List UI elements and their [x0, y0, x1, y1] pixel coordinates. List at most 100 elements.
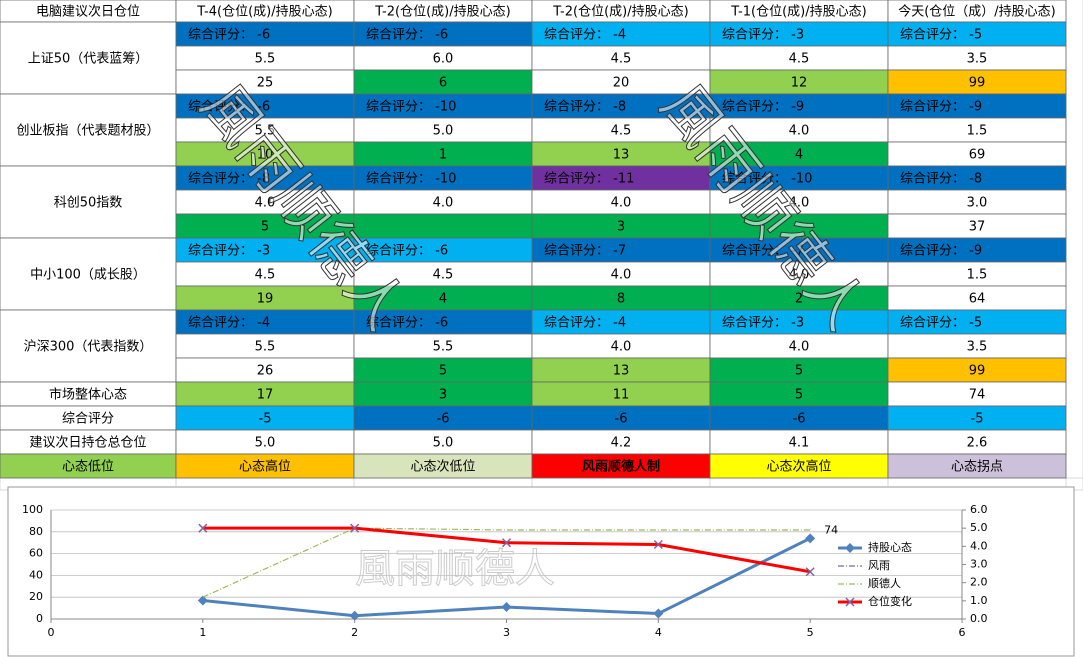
score-cell [353, 237, 533, 263]
legend-key: 心态次低位 [410, 459, 475, 475]
y2-tick-label: 6.0 [970, 503, 988, 516]
position: 4.0 [789, 340, 810, 355]
mood: 13 [613, 364, 630, 379]
mood-cell [531, 213, 711, 239]
score: 综合评分： -8 [900, 172, 982, 187]
chart-frame [7, 486, 1075, 657]
legend-label: 风雨 [868, 559, 890, 572]
x-tick-label: 2 [351, 626, 358, 639]
score: 综合评分： -9 [900, 100, 982, 115]
summary-value: 4.2 [611, 436, 632, 451]
summary-value-cell [175, 405, 355, 431]
score-cell [709, 237, 889, 263]
group-label: 中小100（成长股） [30, 268, 146, 283]
summary-label: 综合评分 [62, 412, 114, 427]
legend-key: 心态高位 [239, 459, 291, 475]
mood: 69 [969, 148, 986, 163]
mood: 5 [795, 364, 803, 379]
mood: 99 [969, 76, 986, 91]
score: 综合评分： -6 [366, 28, 448, 43]
y-tick-label: 40 [29, 568, 43, 581]
score: 综合评分： -4 [544, 316, 626, 331]
summary-value: 2.6 [967, 436, 988, 451]
header: 电脑建议次日仓位 [36, 4, 140, 20]
score: 综合评分： -7 [544, 244, 626, 259]
point-marker [501, 602, 512, 613]
score-cell [887, 21, 1067, 47]
score-cell [531, 21, 711, 47]
legend-key: 心态拐点 [951, 460, 1003, 475]
group-label-cell [0, 21, 177, 95]
mood-cell [353, 69, 533, 95]
legend-label: 仓位变化 [868, 594, 912, 608]
header: T-2(仓位(成)/持股心态) [374, 5, 510, 20]
mood-cell [887, 213, 1067, 239]
legend-label: 顺德人 [868, 576, 901, 590]
summary-value: 5.0 [433, 436, 454, 451]
mood-cell [353, 141, 533, 167]
summary-value: 3 [439, 388, 447, 403]
legend-key-cell [887, 453, 1067, 479]
score: 综合评分： -6 [188, 100, 270, 115]
score: 综合评分： -9 [900, 244, 982, 259]
mood: 8 [617, 292, 625, 307]
summary-value: 5 [795, 388, 803, 403]
summary-value-cell [353, 381, 533, 407]
mood: 6 [439, 76, 447, 91]
mood-cell [887, 285, 1067, 311]
group-label-cell [0, 165, 177, 239]
mood: 10 [257, 148, 274, 163]
score: 综合评分： -11 [544, 172, 634, 187]
mood: 5 [261, 220, 269, 235]
group-label-cell [0, 309, 177, 383]
y-tick-label: 0 [36, 612, 43, 625]
score-cell [353, 165, 533, 191]
score: 综合评分： -6 [366, 316, 448, 331]
score: 综合评分： -10 [366, 172, 456, 187]
group-label: 沪深300（代表指数） [24, 339, 153, 355]
position-cell [531, 117, 711, 143]
position-cell [887, 117, 1067, 143]
header: T-1(仓位(成)/持股心态) [730, 5, 866, 20]
summary-label: 建议次日持仓总仓位 [29, 435, 146, 451]
mood-cell [353, 285, 533, 311]
summary-value: 11 [613, 388, 630, 403]
mood-cell [887, 69, 1067, 95]
score-cell [709, 93, 889, 119]
y2-tick-label: 3.0 [970, 558, 988, 571]
score-cell [887, 309, 1067, 335]
position: 4.5 [433, 268, 454, 283]
group-label: 上证50（代表蓝筹） [28, 51, 149, 67]
point-marker [349, 610, 360, 621]
position-cell [887, 45, 1067, 71]
position: 3.5 [967, 52, 988, 67]
position: 4.0 [611, 196, 632, 211]
position: 5.0 [433, 124, 454, 139]
mood: 2 [795, 292, 803, 307]
score: 综合评分： -10 [722, 172, 812, 187]
mood: 26 [257, 364, 274, 379]
position: 4.5 [789, 52, 810, 67]
group-label-cell [0, 93, 177, 167]
point-marker [501, 538, 512, 548]
legend-key-cell [353, 453, 533, 479]
score: 综合评分： -6 [188, 28, 270, 43]
legend-key-cell [175, 453, 355, 479]
mood-cell [175, 357, 355, 383]
mood-cell [887, 357, 1067, 383]
mood-cell [531, 141, 711, 167]
mood-cell [353, 357, 533, 383]
summary-value-cell [531, 405, 711, 431]
position-cell [887, 333, 1067, 359]
header: T-4(仓位(成)/持股心态) [196, 5, 332, 20]
mood-cell [709, 213, 889, 239]
score-cell [531, 165, 711, 191]
mood: 99 [969, 364, 986, 379]
score: 综合评分： -8 [544, 100, 626, 115]
position-cell [709, 261, 889, 287]
x-tick-label: 4 [655, 626, 662, 639]
summary-value: -5 [259, 412, 272, 427]
position: 4.0 [789, 124, 810, 139]
summary-label: 市场整体心态 [49, 387, 127, 403]
summary-label-cell [0, 405, 177, 431]
